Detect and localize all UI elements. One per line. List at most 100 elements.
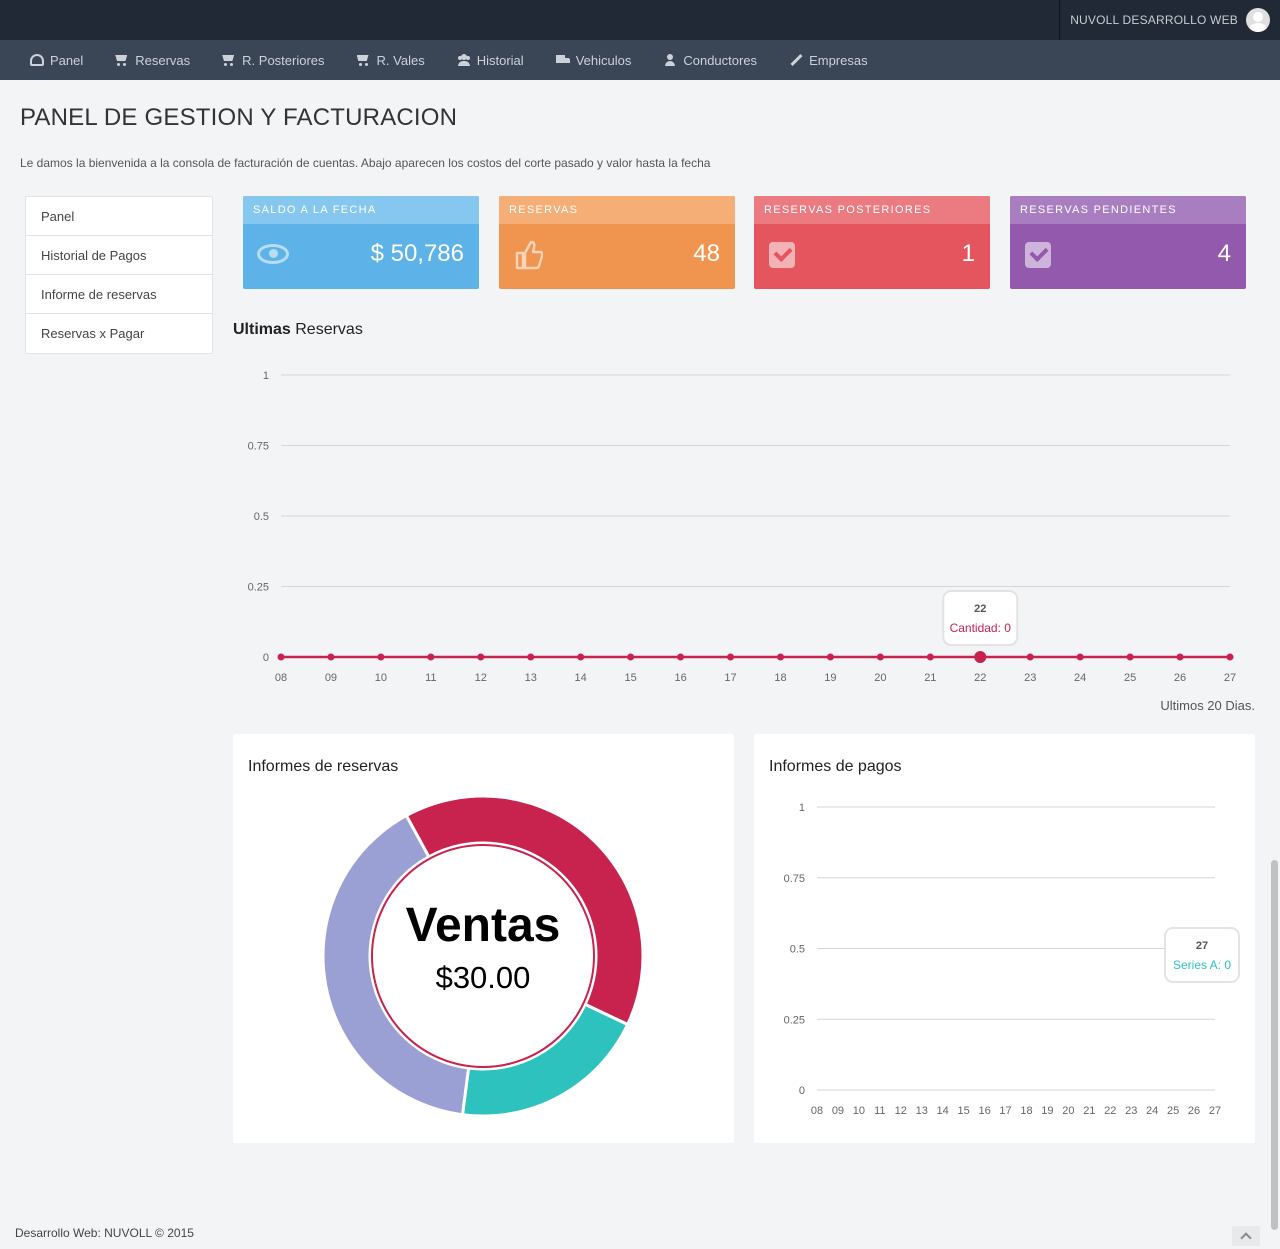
stat-value: 1	[961, 240, 975, 267]
x-tick-label: 11	[874, 1105, 885, 1117]
data-point	[427, 653, 435, 661]
tooltip-value: Series A: 0	[1173, 958, 1231, 972]
donut-center-title: Ventas	[406, 899, 561, 952]
data-point	[677, 653, 685, 661]
nav-item-vehiculos[interactable]: Vehiculos	[540, 40, 648, 80]
data-point	[926, 653, 934, 661]
data-point	[776, 653, 784, 661]
x-tick-label: 22	[1104, 1105, 1116, 1117]
data-point	[876, 653, 884, 661]
truck-icon	[555, 54, 570, 66]
panel-title: Informes de reservas	[248, 758, 399, 775]
nav-item-r-vales[interactable]: R. Vales	[341, 40, 441, 80]
side-item-informe-reservas[interactable]: Informe de reservas	[26, 275, 212, 314]
y-tick-label: 1	[799, 802, 805, 814]
stat-value: 48	[693, 240, 720, 267]
scroll-top-button[interactable]	[1232, 1226, 1260, 1246]
pencil-icon	[789, 54, 803, 66]
x-tick-label: 26	[1174, 672, 1186, 684]
data-point	[327, 653, 335, 661]
x-tick-label: 13	[916, 1105, 928, 1117]
cart-icon	[115, 54, 129, 66]
eye-icon	[257, 240, 289, 270]
ultimas-reservas-chart[interactable]: 0 0.25 0.5 0.75 1 08 09 10 11 12 13 14 15 16 17 18 19 20 2…	[233, 360, 1255, 690]
stat-reservas: RESERVAS 48	[499, 196, 735, 289]
chart-tooltip: 22 Cantidad: 0	[942, 590, 1019, 646]
x-tick-label: 13	[525, 672, 537, 684]
data-point	[826, 653, 834, 661]
stat-saldo: SALDO A LA FECHA $ 50,786	[243, 196, 479, 289]
tooltip-box	[942, 590, 1019, 646]
x-tick-label: 22	[974, 672, 986, 684]
informes-reservas-donut[interactable]: Ventas $30.00	[313, 786, 653, 1126]
data-point	[1076, 653, 1084, 661]
tooltip-title: 22	[974, 603, 986, 615]
x-tick-label: 15	[625, 672, 637, 684]
chart-tooltip: 27 Series A: 0	[1164, 927, 1240, 983]
x-tick-label: 09	[325, 672, 337, 684]
nav-item-historial[interactable]: Historial	[441, 40, 540, 80]
x-tick-label: 10	[375, 672, 387, 684]
y-tick-label: 0.75	[248, 441, 269, 453]
informes-pagos-chart[interactable]: 0 0.25 0.5 0.75 1 08 09 10 11 12 13 14 15 16 17 18 19 20 2…	[754, 790, 1255, 1130]
user-menu[interactable]: NUVOLL DESARROLLO WEB	[1059, 0, 1280, 40]
x-tick-label: 19	[824, 672, 836, 684]
nav-label: Vehiculos	[575, 52, 632, 68]
footer-text: Desarrollo Web: NUVOLL © 2015	[15, 1226, 194, 1240]
y-tick-label: 0	[263, 652, 269, 664]
title-bold: Ultimas	[233, 321, 291, 338]
x-tick-label: 23	[1024, 672, 1036, 684]
user-name: NUVOLL DESARROLLO WEB	[1070, 13, 1238, 27]
scrollbar[interactable]	[1271, 860, 1278, 1230]
donut-slice	[404, 794, 645, 1027]
x-tick-label: 21	[1083, 1105, 1095, 1117]
x-tick-label: 27	[1209, 1105, 1221, 1117]
main-nav: Panel Reservas R. Posteriores R. Vales H…	[0, 40, 1280, 80]
nav-label: Conductores	[683, 52, 758, 68]
x-tick-label: 16	[674, 672, 686, 684]
panel-informes-pagos: Informes de pagos 0 0.25 0.5 0.75 1 08 09 10 11 1…	[754, 734, 1255, 1143]
side-item-reservas-pagar[interactable]: Reservas x Pagar	[41, 326, 145, 341]
data-point	[627, 653, 635, 661]
nav-item-reservas[interactable]: Reservas	[99, 40, 206, 80]
user-icon	[663, 54, 677, 66]
nav-item-panel[interactable]: Panel	[14, 40, 99, 80]
x-tick-label: 08	[811, 1105, 823, 1117]
stat-posteriores: RESERVAS POSTERIORES 1	[754, 196, 990, 289]
cart-icon	[222, 54, 236, 66]
x-tick-label: 26	[1188, 1105, 1200, 1117]
y-tick-label: 0.5	[254, 511, 269, 523]
nav-item-empresas[interactable]: Empresas	[773, 40, 884, 80]
y-tick-label: 0.5	[790, 944, 805, 956]
chart-footnote: Ultimos 20 Dias.	[1160, 698, 1255, 713]
y-tick-label: 1	[263, 370, 269, 382]
x-tick-label: 09	[832, 1105, 844, 1117]
x-tick-label: 12	[475, 672, 487, 684]
page-subtitle: Le damos la bienvenida a la consola de f…	[20, 156, 711, 170]
tooltip-box	[1164, 927, 1240, 983]
dashboard-icon	[30, 54, 44, 66]
x-tick-label: 10	[853, 1105, 865, 1117]
page-title: PANEL DE GESTION Y FACTURACION	[20, 104, 458, 131]
x-tick-label: 20	[874, 672, 886, 684]
title-rest: Reservas	[290, 321, 363, 338]
y-tick-label: 0.25	[248, 582, 269, 594]
nav-label: Reservas	[135, 52, 191, 68]
data-point	[377, 653, 385, 661]
x-tick-label: 08	[275, 672, 287, 684]
data-point	[1126, 653, 1134, 661]
nav-item-conductores[interactable]: Conductores	[647, 40, 773, 80]
data-point	[527, 653, 535, 661]
y-tick-label: 0.25	[784, 1014, 805, 1026]
tooltip-value: Cantidad: 0	[950, 621, 1012, 635]
stat-label: RESERVAS	[499, 196, 735, 224]
x-tick-label: 24	[1074, 672, 1086, 684]
side-item-panel[interactable]: Panel	[26, 197, 212, 236]
nav-item-r-posteriores[interactable]: R. Posteriores	[206, 40, 340, 80]
x-tick-label: 21	[924, 672, 936, 684]
side-item-historial-pagos[interactable]: Historial de Pagos	[26, 236, 212, 275]
x-tick-label: 16	[978, 1105, 990, 1117]
stat-label: RESERVAS PENDIENTES	[1010, 196, 1246, 224]
check-square-icon	[768, 240, 800, 270]
avatar-icon	[1246, 8, 1270, 32]
